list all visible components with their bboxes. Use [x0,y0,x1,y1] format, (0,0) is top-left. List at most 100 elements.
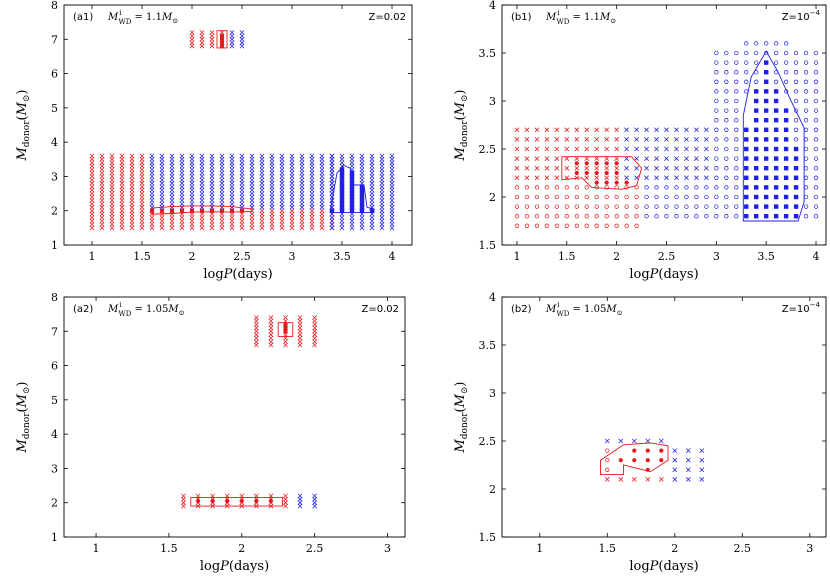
metallicity-label: Z=10−4 [782,9,821,23]
data-point-cross [269,163,275,169]
data-point-cross [149,198,155,203]
data-point-cross [614,137,620,142]
data-point-circle [544,223,550,228]
data-point-circle [803,185,809,190]
data-point-circle [714,175,719,180]
y-tick-label: 1.5 [479,239,497,252]
data-point-cross [289,153,295,159]
data-point-circle [714,70,719,75]
data-point-cross [299,201,305,207]
data-point-cross [129,170,135,176]
data-point-cross [229,211,235,217]
data-point-cross [89,177,95,183]
data-point-cross [269,180,275,186]
y-tick-label: 3 [489,387,496,400]
data-point-cross [199,40,205,46]
data-point-filled-square [793,185,799,190]
data-point-circle [694,204,699,209]
wd-mass-label: Mi WD = 1.05M⊙ [545,301,623,318]
data-point-cross [219,180,225,186]
x-tick-label: 2.5 [734,542,752,555]
data-point-circle [704,214,709,219]
data-point-cross [109,198,115,203]
data-point-circle [544,194,550,200]
y-tick-label: 8 [51,291,58,304]
data-point-cross [674,175,679,181]
data-point-cross [544,127,550,133]
data-point-cross [279,174,285,179]
data-point-cross [109,201,115,207]
data-point-cross [119,167,125,172]
data-point-cross [219,198,225,203]
data-point-circle [724,214,729,219]
data-point-circle [534,185,540,190]
data-point-cross [339,222,345,227]
data-point-cross [199,43,205,49]
data-point-cross [654,175,659,181]
data-point-circle [724,166,729,171]
data-point-cross [239,198,245,203]
data-point-cross [524,156,530,161]
contour-line [151,205,253,215]
data-point-filled-square [744,166,749,171]
data-point-circle [605,458,610,463]
data-point-circle [754,41,759,46]
data-point-cross [119,218,125,224]
data-point-cross [119,170,125,176]
data-point-cross [369,215,375,220]
panel-label: (b1) [511,12,532,23]
contour-line [190,497,284,507]
data-point-circle [803,98,809,104]
data-point-cross [672,448,678,453]
data-point-cross [129,215,135,220]
data-point-filled-square [783,108,789,113]
data-point-cross [109,170,115,176]
data-point-circle [614,194,619,200]
axes-frame [63,296,406,538]
data-point-cross [319,218,325,224]
data-point-cross [644,175,649,181]
data-point-cross [389,211,395,217]
data-point-cross [149,167,155,172]
data-point-cross [614,156,620,161]
data-point-cross [159,218,165,224]
data-point-circle [734,70,739,75]
data-point-cross [209,177,215,183]
data-point-cross [89,184,95,190]
data-point-cross [624,165,629,171]
data-point-filled-square [783,194,789,200]
data-point-cross [189,191,195,196]
data-point-cross [229,225,235,231]
data-point-circle [813,175,819,180]
data-point-circle [803,127,809,132]
y-tick-label: 7 [51,325,58,338]
y-tick-label: 5 [51,102,58,115]
data-point-cross [329,201,335,207]
data-point-cross [319,153,325,159]
data-point-cross [179,180,185,186]
data-point-filled-square [754,175,759,180]
data-point-filled-square [763,79,769,84]
data-point-circle [724,175,729,180]
data-point-cross [359,222,365,227]
data-point-cross [249,177,255,183]
data-point-cross [359,167,365,172]
data-point-filled-square [773,204,779,209]
data-point-cross [139,204,145,210]
data-point-cross [239,225,245,231]
data-point-cross [229,33,235,39]
data-point-cross [259,225,265,231]
data-point-cross [229,160,235,166]
data-point-circle [813,156,819,161]
y-tick-label: 4 [51,428,58,441]
data-point-cross [631,477,637,482]
data-point-circle [724,89,729,94]
data-point-cross [359,177,365,183]
data-point-cross [289,215,295,220]
data-point-circle [724,60,729,65]
data-point-cross [389,215,395,220]
data-point-cross [319,225,325,231]
data-point-circle [734,156,739,161]
data-point-cross [229,198,235,203]
y-axis-label: Mdonor(M⊙) [15,381,32,453]
